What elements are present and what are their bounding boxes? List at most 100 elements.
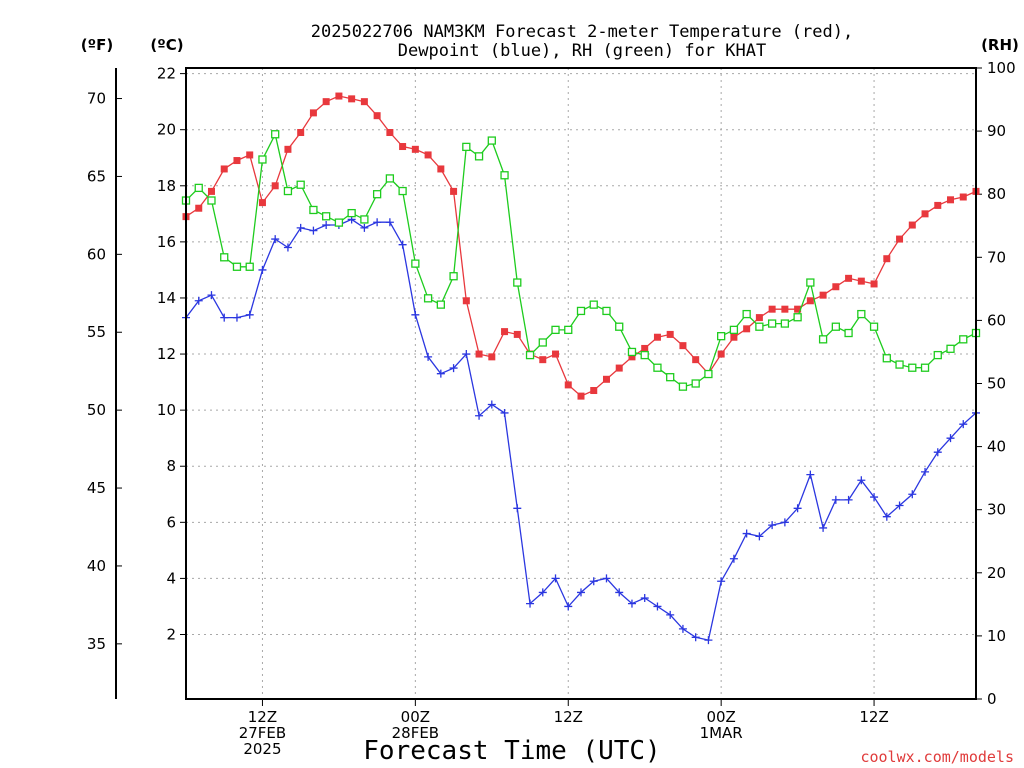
rh-tick-label: 30	[987, 501, 1006, 519]
chart-title-line-1: 2025022706 NAM3KM Forecast 2-meter Tempe…	[311, 22, 853, 42]
celsius-tick-label: 22	[157, 65, 176, 83]
temperature-point	[335, 92, 343, 100]
dewpoint-point	[513, 504, 522, 513]
fahrenheit-unit-label: (ºF)	[81, 36, 113, 54]
temperature-point	[806, 297, 814, 305]
temperature-point	[794, 305, 802, 313]
rh-point	[309, 205, 318, 215]
rh-tick-label: 20	[987, 564, 1006, 582]
rh-point	[857, 309, 866, 319]
dewpoint-point	[691, 633, 700, 642]
dewpoint-point	[360, 223, 369, 232]
dewpoint-point	[207, 291, 216, 300]
rh-point	[423, 294, 433, 303]
dewpoint-point	[806, 470, 815, 479]
dewpoint-point	[895, 501, 904, 510]
dewpoint-point	[500, 408, 509, 417]
temperature-point	[258, 199, 266, 207]
dewpoint-point	[220, 313, 229, 322]
x-tick-label: 00Z	[401, 708, 430, 726]
rh-point	[271, 130, 280, 139]
x-tick-label: 12Z	[859, 708, 888, 726]
fahrenheit-tick-label: 40	[87, 557, 106, 575]
dewpoint-point	[921, 467, 930, 476]
temperature-point	[781, 305, 789, 313]
dewpoint-point	[729, 554, 738, 563]
temperature-point	[309, 109, 317, 117]
dewpoint-point	[666, 610, 675, 619]
dewpoint-point	[551, 574, 560, 583]
dewpoint-point	[857, 476, 866, 485]
temperature-point	[207, 187, 215, 195]
rh-point	[729, 325, 739, 335]
rh-point	[551, 325, 560, 335]
rh-point	[322, 212, 331, 221]
dewpoint-point	[564, 602, 573, 611]
rh-point	[653, 363, 662, 372]
rh-point	[525, 350, 535, 360]
rh-point	[959, 335, 968, 344]
rh-tick-label: 0	[987, 690, 997, 708]
rh-point	[704, 369, 713, 379]
temperature-series	[182, 92, 980, 400]
dewpoint-point	[615, 588, 624, 597]
temperature-point	[360, 98, 368, 106]
temperature-point	[488, 353, 496, 361]
rh-tick-label: 60	[987, 311, 1006, 329]
fahrenheit-tick-label: 45	[87, 479, 106, 497]
temperature-point	[717, 350, 725, 358]
dewpoint-point	[933, 448, 942, 457]
rh-point	[398, 186, 407, 196]
dewpoint-point	[232, 313, 241, 322]
rh-point	[436, 300, 445, 309]
x-axis-label: Forecast Time (UTC)	[363, 736, 660, 766]
rh-point	[589, 300, 598, 309]
rh-point	[666, 373, 675, 382]
temperature-point	[692, 356, 700, 364]
rh-point	[334, 218, 344, 227]
grid	[186, 68, 976, 699]
dewpoint-point	[487, 400, 496, 409]
temperature-point	[284, 145, 292, 153]
plot-frame	[185, 67, 977, 700]
temperature-point	[653, 333, 661, 341]
rh-point	[347, 208, 356, 218]
temperature-point	[386, 129, 394, 137]
celsius-tick-label: 2	[166, 625, 176, 643]
dewpoint-point	[373, 218, 382, 227]
rh-point	[500, 171, 509, 180]
dewpoint-point	[819, 523, 828, 532]
temperature-point	[195, 204, 203, 212]
rh-point	[882, 354, 891, 363]
x-tick-label: 1MAR	[700, 724, 743, 742]
dewpoint-point	[385, 218, 394, 227]
temperature-point	[322, 98, 330, 106]
rh-point	[946, 344, 955, 353]
dewpoint-line	[185, 218, 977, 641]
rh-point	[232, 262, 242, 271]
rh-point	[487, 136, 496, 145]
dewpoint-point	[411, 310, 420, 319]
temperature-point	[437, 165, 445, 173]
rh-point	[602, 306, 611, 316]
rh-point	[449, 272, 458, 281]
x-tick-label: 28FEB	[392, 724, 439, 742]
dewpoint-point	[793, 504, 802, 513]
rh-point	[283, 186, 293, 196]
temperature-point	[615, 364, 623, 372]
rh-point	[385, 174, 395, 183]
temperature-point	[743, 325, 751, 333]
dewpoint-point	[602, 574, 611, 583]
dewpoint-point	[882, 512, 891, 521]
rh-point	[194, 183, 203, 193]
rh-point	[780, 319, 790, 328]
celsius-tick-label: 10	[157, 401, 176, 419]
x-tick-label: 12Z	[248, 708, 277, 726]
rh-tick-label: 100	[987, 59, 1016, 77]
rh-point	[895, 360, 904, 369]
dewpoint-point	[449, 364, 458, 373]
temperature-point	[233, 157, 241, 165]
dewpoint-point	[704, 636, 713, 645]
fahrenheit-tick-label: 55	[87, 323, 106, 341]
